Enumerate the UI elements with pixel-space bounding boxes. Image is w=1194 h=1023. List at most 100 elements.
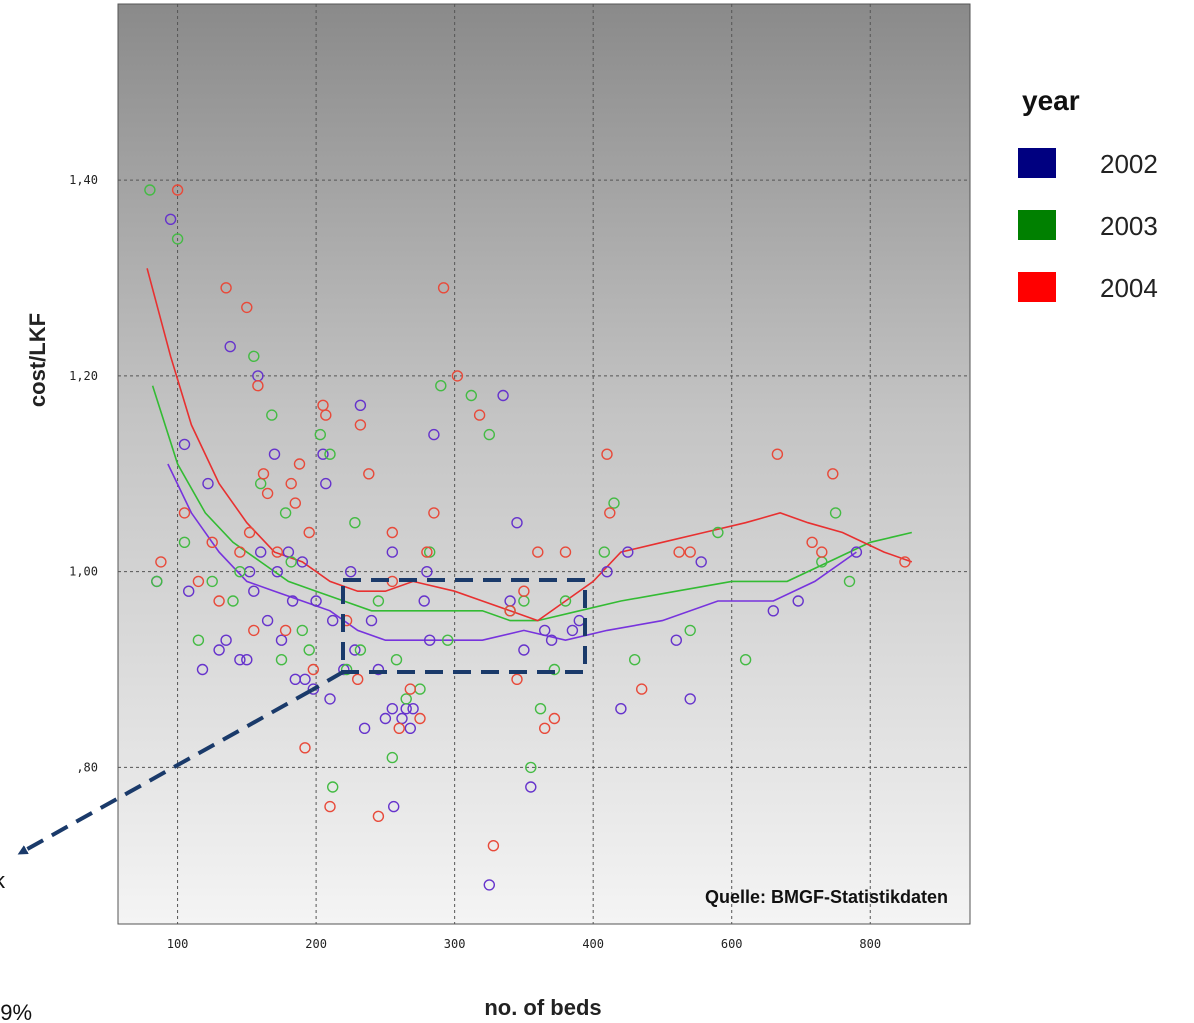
- point-2004-3: [192, 575, 205, 588]
- point-2003-30: [465, 389, 477, 402]
- point-2004-12: [257, 468, 270, 480]
- point-2003-15: [303, 644, 315, 656]
- point-2002-35: [365, 614, 378, 627]
- point-2004-38: [451, 370, 464, 382]
- point-2004-41: [504, 605, 516, 617]
- point-2004-49: [604, 507, 616, 519]
- point-2002-57: [566, 624, 579, 637]
- legend-label-2003: 2003: [1100, 211, 1158, 241]
- point-2002-67: [850, 546, 863, 558]
- fit-line-2003: [151, 385, 912, 622]
- point-2002-1: [164, 213, 177, 226]
- point-2003-11: [275, 654, 288, 666]
- point-2003-25: [400, 693, 412, 705]
- point-2003-43: [739, 654, 752, 666]
- point-2002-64: [695, 556, 707, 568]
- point-2004-18: [293, 458, 306, 470]
- point-2004-17: [289, 497, 301, 509]
- point-2002-63: [684, 693, 696, 705]
- point-2004-51: [673, 546, 685, 558]
- point-2002-55: [539, 624, 551, 637]
- point-2003-21: [354, 644, 367, 656]
- point-2004-35: [421, 546, 433, 558]
- point-2003-8: [248, 350, 260, 362]
- point-2003-24: [390, 654, 403, 666]
- point-2003-40: [629, 654, 641, 666]
- point-2004-26: [352, 673, 364, 685]
- y-tick-label-1: 1,00: [69, 565, 98, 579]
- point-2002-37: [379, 712, 392, 725]
- x-axis-title: no. of beds: [484, 995, 601, 1020]
- legend-swatch-2003: [1018, 210, 1056, 240]
- x-tick-label-1: 200: [305, 937, 327, 951]
- point-2004-21: [307, 663, 319, 676]
- point-2004-24: [324, 800, 336, 813]
- point-2002-62: [670, 634, 682, 646]
- point-2003-36: [548, 663, 561, 676]
- point-2002-59: [601, 566, 613, 578]
- point-2003-18: [327, 781, 339, 793]
- point-2002-25: [310, 595, 322, 607]
- point-2004-13: [261, 487, 274, 500]
- point-2002-45: [418, 595, 430, 607]
- point-2004-57: [899, 556, 911, 568]
- point-2002-26: [317, 448, 329, 460]
- point-2002-53: [518, 644, 530, 656]
- point-2003-17: [324, 448, 336, 460]
- y-tick-label-2: 1,20: [69, 369, 98, 383]
- fit-line-2002: [167, 463, 857, 642]
- source-label: Quelle: BMGF-Statistikdaten: [705, 887, 948, 907]
- y-tick-label-3: 1,40: [69, 173, 98, 187]
- point-2002-34: [358, 722, 371, 734]
- point-2002-10: [241, 654, 253, 666]
- point-2002-33: [354, 399, 367, 411]
- stray-mark-k: k: [0, 868, 6, 893]
- point-2004-0: [155, 556, 167, 568]
- legend-swatch-2004: [1018, 272, 1056, 302]
- point-2002-27: [320, 477, 332, 490]
- point-2002-46: [421, 566, 433, 578]
- point-2004-28: [363, 468, 375, 480]
- x-tick-label-5: 800: [859, 937, 881, 951]
- legend-items: 2002 2003 2004: [1018, 148, 1158, 303]
- point-2002-7: [220, 634, 232, 646]
- point-2004-5: [213, 595, 225, 607]
- highlight-connector: [310, 670, 345, 692]
- point-2002-36: [372, 663, 385, 676]
- point-2004-43: [518, 585, 530, 597]
- point-2002-3: [182, 585, 195, 597]
- point-2003-3: [178, 536, 191, 548]
- point-2002-65: [767, 605, 779, 617]
- point-2002-16: [268, 448, 281, 460]
- point-2002-23: [299, 673, 311, 685]
- point-2002-32: [349, 644, 361, 656]
- x-tick-label-2: 300: [444, 937, 466, 951]
- point-2003-38: [608, 497, 620, 509]
- point-2002-18: [275, 634, 288, 646]
- point-2004-8: [241, 301, 253, 314]
- point-2002-48: [428, 428, 440, 441]
- data-points: [144, 184, 911, 891]
- point-2004-19: [299, 742, 311, 754]
- point-2002-20: [286, 595, 299, 607]
- point-2003-1: [151, 575, 163, 588]
- point-2004-10: [248, 624, 260, 637]
- point-2004-2: [178, 507, 191, 519]
- point-2004-48: [601, 448, 613, 460]
- x-tick-label-4: 600: [721, 937, 743, 951]
- point-2003-14: [296, 624, 308, 637]
- point-2002-50: [497, 389, 509, 402]
- point-2003-6: [227, 595, 239, 607]
- point-2002-5: [202, 477, 214, 490]
- point-2002-15: [261, 614, 274, 627]
- point-2004-9: [243, 526, 256, 539]
- point-2002-43: [404, 722, 416, 734]
- point-2002-14: [255, 546, 267, 558]
- point-2004-40: [487, 840, 500, 852]
- point-2004-37: [437, 282, 450, 294]
- point-2004-50: [636, 683, 648, 695]
- x-tick-labels: 100 200 300 400 600 800: [167, 937, 881, 951]
- point-2002-2: [178, 438, 191, 451]
- point-2004-34: [414, 712, 426, 725]
- point-2003-35: [534, 703, 547, 715]
